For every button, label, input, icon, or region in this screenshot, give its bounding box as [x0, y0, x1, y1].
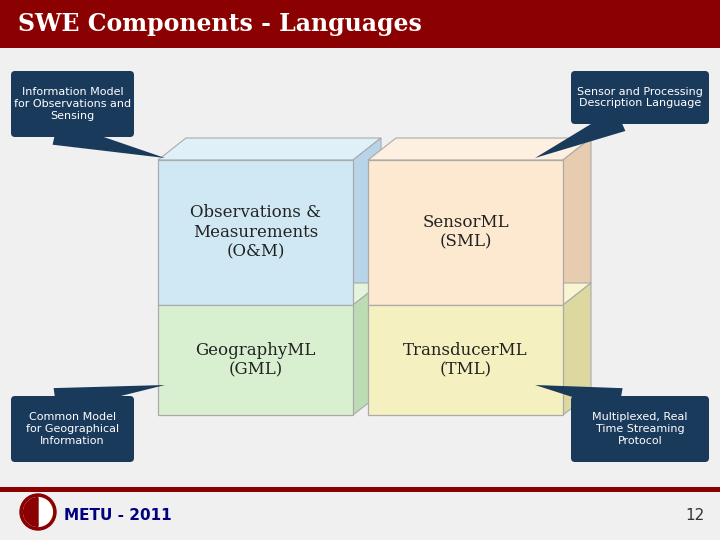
Bar: [0, 487, 720, 492]
Polygon shape: [158, 283, 381, 305]
Text: TransducerML
(TML): TransducerML (TML): [403, 342, 528, 379]
Bar: [368, 305, 563, 415]
Text: Observations &
Measurements
(O&M): Observations & Measurements (O&M): [190, 205, 321, 261]
Text: SensorML
(SML): SensorML (SML): [422, 214, 509, 251]
Text: SWE Components - Languages: SWE Components - Languages: [18, 12, 422, 36]
Text: 12: 12: [685, 509, 705, 523]
Polygon shape: [563, 138, 591, 305]
Circle shape: [20, 494, 56, 530]
Polygon shape: [368, 138, 591, 160]
Polygon shape: [158, 138, 381, 160]
Polygon shape: [535, 109, 626, 158]
Polygon shape: [53, 385, 165, 412]
FancyBboxPatch shape: [571, 71, 709, 124]
Text: Sensor and Processing
Description Language: Sensor and Processing Description Langua…: [577, 87, 703, 109]
FancyBboxPatch shape: [11, 396, 134, 462]
Text: Multiplexed, Real
Time Streaming
Protocol: Multiplexed, Real Time Streaming Protoco…: [593, 413, 688, 446]
Text: GeographyML
(GML): GeographyML (GML): [195, 342, 315, 379]
Bar: [158, 305, 353, 415]
Polygon shape: [353, 283, 381, 415]
Polygon shape: [53, 122, 165, 158]
Polygon shape: [353, 138, 381, 305]
Polygon shape: [535, 385, 623, 412]
Circle shape: [24, 497, 53, 526]
Polygon shape: [563, 283, 591, 415]
FancyBboxPatch shape: [571, 396, 709, 462]
FancyBboxPatch shape: [11, 71, 134, 137]
Bar: [368, 160, 563, 305]
Bar: [0, 0, 720, 48]
Text: METU - 2011: METU - 2011: [64, 509, 171, 523]
Bar: [158, 160, 353, 305]
Polygon shape: [24, 497, 38, 526]
Text: Information Model
for Observations and
Sensing: Information Model for Observations and S…: [14, 87, 131, 120]
Text: Common Model
for Geographical
Information: Common Model for Geographical Informatio…: [26, 413, 119, 446]
Polygon shape: [368, 283, 591, 305]
